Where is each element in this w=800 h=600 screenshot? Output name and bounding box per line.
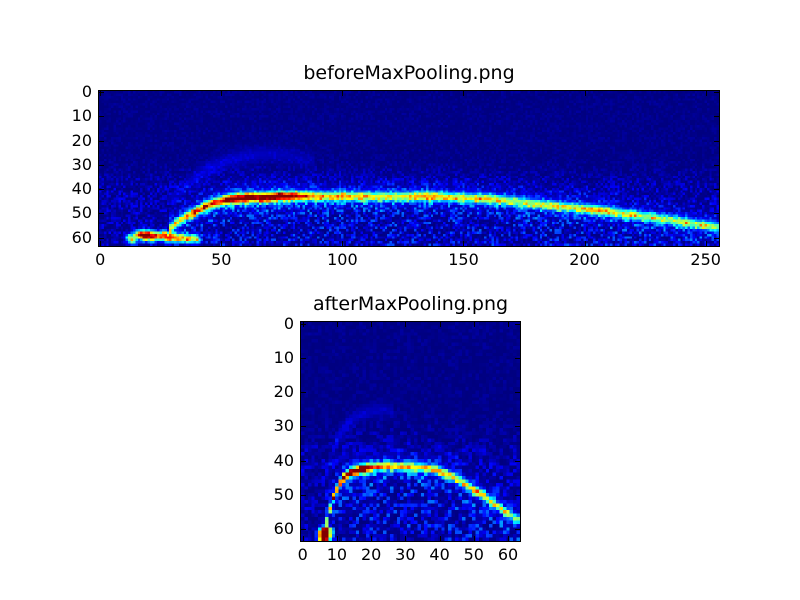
y-tick-mark [515,426,520,428]
x-tick-mark [473,322,475,327]
y-tick-mark [99,237,104,239]
x-tick-mark [100,91,102,96]
y-tick-label: 50 [273,484,294,504]
y-tick-mark [301,529,306,531]
axes-frame [300,321,521,542]
x-tick-mark [405,536,407,541]
y-tick-label: 60 [71,227,92,247]
x-tick-mark [439,536,441,541]
y-tick-mark [99,92,104,94]
y-tick-label: 20 [273,382,294,402]
x-tick-label: 250 [690,250,721,269]
axes-frame [98,90,720,247]
y-tick-mark [99,140,104,142]
x-tick-mark [336,536,338,541]
y-tick-mark [301,323,306,325]
x-tick-label: 10 [326,545,348,564]
y-tick-mark [714,140,719,142]
y-tick-mark [515,323,520,325]
y-tick-label: 20 [71,130,92,150]
x-tick-mark [342,241,344,246]
y-tick-label: 30 [71,154,92,174]
y-tick-mark [301,392,306,394]
y-tick-mark [714,164,719,166]
y-tick-label: 50 [71,203,92,223]
x-tick-mark [302,536,304,541]
y-tick-mark [99,213,104,215]
heatmap-image [99,91,719,246]
x-tick-mark [100,241,102,246]
y-tick-mark [714,92,719,94]
y-tick-mark [515,392,520,394]
x-tick-label: 100 [327,250,358,269]
y-tick-mark [515,529,520,531]
x-tick-mark [584,241,586,246]
plot-title: afterMaxPooling.png [312,293,509,315]
x-tick-label: 200 [569,250,600,269]
x-tick-mark [405,322,407,327]
y-tick-mark [301,426,306,428]
x-tick-mark [342,91,344,96]
x-tick-label: 20 [360,545,382,564]
x-tick-label: 30 [395,545,416,564]
x-tick-mark [508,322,510,327]
y-tick-mark [714,189,719,191]
y-tick-label: 40 [273,450,294,470]
y-tick-label: 10 [273,347,294,367]
x-tick-label: 50 [463,545,484,564]
y-tick-mark [515,494,520,496]
x-tick-label: 40 [429,545,450,564]
y-tick-mark [99,189,104,191]
x-tick-mark [584,91,586,96]
x-tick-label: 0 [297,545,308,564]
x-tick-mark [463,241,465,246]
x-tick-mark [705,91,707,96]
y-tick-mark [301,357,306,359]
y-tick-mark [301,494,306,496]
heatmap-image [301,322,520,541]
plot-title: beforeMaxPooling.png [303,62,515,84]
y-tick-mark [99,116,104,118]
y-tick-mark [714,116,719,118]
x-tick-label: 50 [211,250,232,269]
y-tick-mark [515,460,520,462]
y-tick-label: 0 [283,313,294,333]
x-tick-mark [371,322,373,327]
y-tick-label: 60 [273,519,294,539]
y-tick-mark [714,237,719,239]
x-tick-mark [705,241,707,246]
x-tick-label: 150 [448,250,479,269]
y-tick-mark [99,164,104,166]
x-tick-mark [439,322,441,327]
x-tick-mark [371,536,373,541]
y-tick-mark [714,213,719,215]
x-tick-mark [336,322,338,327]
y-tick-mark [301,460,306,462]
y-tick-label: 30 [273,416,294,436]
x-tick-mark [508,536,510,541]
y-tick-label: 40 [71,179,92,199]
x-tick-label: 60 [497,545,519,564]
x-tick-mark [463,91,465,96]
x-tick-mark [221,241,223,246]
y-tick-label: 0 [81,82,92,102]
x-tick-label: 0 [95,250,106,269]
y-tick-mark [515,357,520,359]
x-tick-mark [221,91,223,96]
y-tick-label: 10 [71,106,92,126]
x-tick-mark [473,536,475,541]
